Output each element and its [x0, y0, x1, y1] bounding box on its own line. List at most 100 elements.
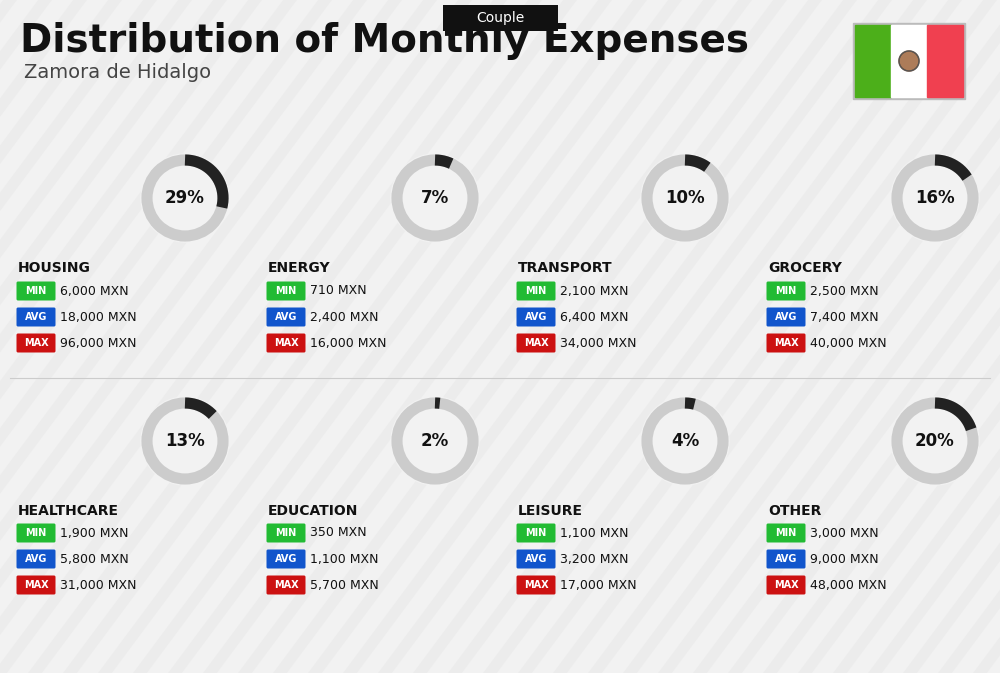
Text: MIN: MIN: [25, 528, 47, 538]
Circle shape: [641, 154, 729, 242]
FancyBboxPatch shape: [767, 281, 806, 301]
Text: 40,000 MXN: 40,000 MXN: [810, 336, 887, 349]
Text: AVG: AVG: [275, 554, 297, 564]
FancyBboxPatch shape: [767, 549, 806, 569]
Text: AVG: AVG: [275, 312, 297, 322]
Text: 4%: 4%: [671, 432, 699, 450]
Text: MAX: MAX: [24, 580, 48, 590]
Text: 34,000 MXN: 34,000 MXN: [560, 336, 637, 349]
Text: 16%: 16%: [915, 189, 955, 207]
Text: MIN: MIN: [25, 286, 47, 296]
Text: 18,000 MXN: 18,000 MXN: [60, 310, 137, 324]
Text: 13%: 13%: [165, 432, 205, 450]
Text: 3,000 MXN: 3,000 MXN: [810, 526, 879, 540]
FancyBboxPatch shape: [767, 575, 806, 594]
Bar: [855, 25, 891, 97]
Text: AVG: AVG: [25, 554, 47, 564]
Text: MAX: MAX: [524, 338, 548, 348]
Text: 2%: 2%: [421, 432, 449, 450]
FancyBboxPatch shape: [16, 524, 56, 542]
FancyBboxPatch shape: [442, 5, 558, 31]
Text: MAX: MAX: [274, 580, 298, 590]
Text: GROCERY: GROCERY: [768, 261, 842, 275]
Circle shape: [891, 397, 979, 485]
Text: AVG: AVG: [525, 554, 547, 564]
FancyBboxPatch shape: [16, 281, 56, 301]
FancyBboxPatch shape: [16, 549, 56, 569]
Text: 3,200 MXN: 3,200 MXN: [560, 553, 629, 565]
Bar: [927, 25, 963, 97]
Text: MIN: MIN: [275, 286, 297, 296]
Text: 2,500 MXN: 2,500 MXN: [810, 285, 879, 297]
FancyBboxPatch shape: [767, 334, 806, 353]
Text: 7,400 MXN: 7,400 MXN: [810, 310, 879, 324]
FancyBboxPatch shape: [266, 334, 306, 353]
Text: 9,000 MXN: 9,000 MXN: [810, 553, 879, 565]
Text: AVG: AVG: [25, 312, 47, 322]
FancyBboxPatch shape: [767, 524, 806, 542]
Text: 16,000 MXN: 16,000 MXN: [310, 336, 386, 349]
Text: AVG: AVG: [775, 554, 797, 564]
Text: 6,000 MXN: 6,000 MXN: [60, 285, 129, 297]
Text: HOUSING: HOUSING: [18, 261, 91, 275]
Circle shape: [391, 154, 479, 242]
FancyBboxPatch shape: [16, 308, 56, 326]
Text: TRANSPORT: TRANSPORT: [518, 261, 613, 275]
Text: 6,400 MXN: 6,400 MXN: [560, 310, 629, 324]
Text: Distribution of Monthly Expenses: Distribution of Monthly Expenses: [20, 22, 749, 60]
FancyBboxPatch shape: [516, 308, 556, 326]
Text: 1,100 MXN: 1,100 MXN: [560, 526, 629, 540]
FancyBboxPatch shape: [266, 549, 306, 569]
Text: Couple: Couple: [476, 11, 524, 25]
Text: 31,000 MXN: 31,000 MXN: [60, 579, 136, 592]
Text: 2,100 MXN: 2,100 MXN: [560, 285, 629, 297]
Text: 1,900 MXN: 1,900 MXN: [60, 526, 128, 540]
Text: AVG: AVG: [525, 312, 547, 322]
Text: 350 MXN: 350 MXN: [310, 526, 367, 540]
Text: MIN: MIN: [275, 528, 297, 538]
Text: EDUCATION: EDUCATION: [268, 504, 358, 518]
Circle shape: [141, 397, 229, 485]
Circle shape: [141, 154, 229, 242]
Text: LEISURE: LEISURE: [518, 504, 583, 518]
Text: 29%: 29%: [165, 189, 205, 207]
Text: 96,000 MXN: 96,000 MXN: [60, 336, 136, 349]
Text: 710 MXN: 710 MXN: [310, 285, 367, 297]
Text: MAX: MAX: [524, 580, 548, 590]
Text: MAX: MAX: [774, 338, 798, 348]
Text: AVG: AVG: [775, 312, 797, 322]
Text: MAX: MAX: [274, 338, 298, 348]
Circle shape: [891, 154, 979, 242]
Text: 5,800 MXN: 5,800 MXN: [60, 553, 129, 565]
Text: 17,000 MXN: 17,000 MXN: [560, 579, 637, 592]
FancyBboxPatch shape: [266, 281, 306, 301]
FancyBboxPatch shape: [516, 575, 556, 594]
Text: 2,400 MXN: 2,400 MXN: [310, 310, 378, 324]
Text: HEALTHCARE: HEALTHCARE: [18, 504, 119, 518]
Text: Zamora de Hidalgo: Zamora de Hidalgo: [24, 63, 211, 83]
Circle shape: [641, 397, 729, 485]
Text: MIN: MIN: [775, 286, 797, 296]
FancyBboxPatch shape: [266, 524, 306, 542]
FancyBboxPatch shape: [266, 308, 306, 326]
Bar: [891, 25, 927, 97]
Text: MIN: MIN: [525, 286, 547, 296]
Text: MAX: MAX: [24, 338, 48, 348]
Text: MIN: MIN: [775, 528, 797, 538]
FancyBboxPatch shape: [516, 549, 556, 569]
FancyBboxPatch shape: [16, 334, 56, 353]
Text: MAX: MAX: [774, 580, 798, 590]
Bar: [853, 23, 965, 99]
Text: 20%: 20%: [915, 432, 955, 450]
Circle shape: [391, 397, 479, 485]
Text: 48,000 MXN: 48,000 MXN: [810, 579, 887, 592]
Circle shape: [899, 51, 919, 71]
Text: 5,700 MXN: 5,700 MXN: [310, 579, 379, 592]
Text: OTHER: OTHER: [768, 504, 821, 518]
Text: 10%: 10%: [665, 189, 705, 207]
FancyBboxPatch shape: [767, 308, 806, 326]
Text: 1,100 MXN: 1,100 MXN: [310, 553, 378, 565]
FancyBboxPatch shape: [16, 575, 56, 594]
Text: 7%: 7%: [421, 189, 449, 207]
FancyBboxPatch shape: [516, 524, 556, 542]
